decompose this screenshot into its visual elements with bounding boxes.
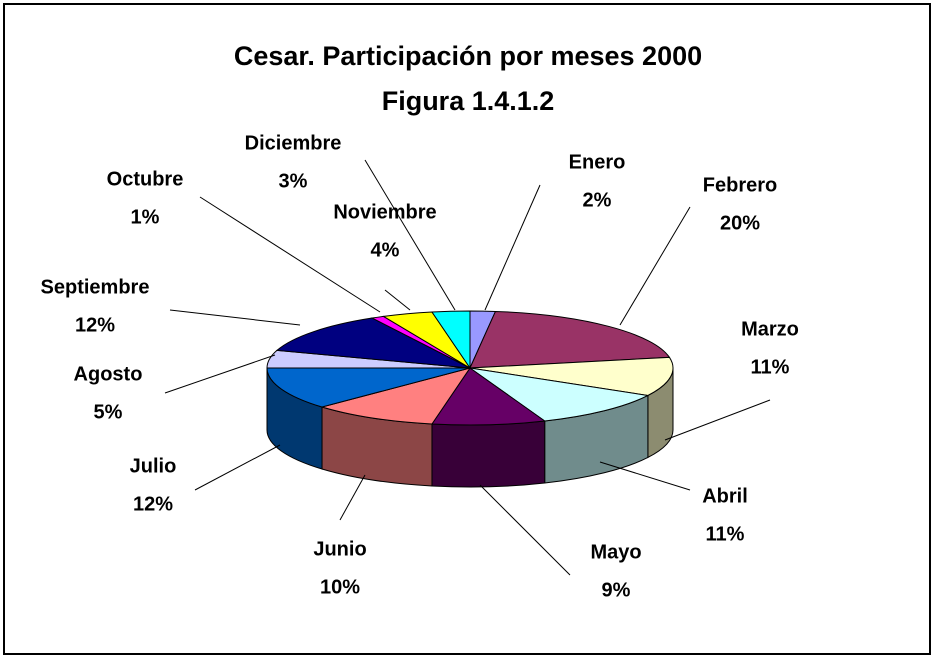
slice: [469, 310, 671, 369]
data-label-name: Marzo: [741, 318, 799, 340]
leader-line: [484, 184, 541, 311]
data-label-name: Mayo: [590, 541, 641, 563]
data-label-value: 10%: [320, 576, 360, 598]
data-label-name: Febrero: [703, 174, 777, 196]
data-label-name: Agosto: [74, 363, 143, 385]
leader-line: [194, 444, 281, 491]
slice: [469, 367, 650, 422]
slice: [275, 317, 471, 369]
data-label-value: 12%: [75, 314, 115, 336]
leader-line: [169, 309, 301, 326]
leader-line: [164, 354, 276, 394]
leader-line: [199, 196, 381, 313]
leader-line: [619, 206, 691, 326]
data-label-name: Junio: [313, 538, 366, 560]
leader-line: [479, 484, 571, 576]
data-label-name: Enero: [569, 151, 626, 173]
data-label-name: Julio: [130, 455, 177, 477]
leader-line: [364, 159, 456, 311]
leader-line: [339, 474, 366, 521]
data-label-value: 11%: [751, 356, 790, 378]
data-label-value: 4%: [371, 239, 400, 261]
data-label-name: Octubre: [107, 168, 184, 190]
data-label-value: 11%: [706, 523, 745, 545]
data-label-value: 2%: [583, 189, 612, 211]
slice: [469, 356, 674, 396]
leader-line: [384, 289, 411, 311]
data-label-value: 1%: [131, 206, 160, 228]
data-label-value: 9%: [602, 579, 631, 601]
data-label-value: 20%: [720, 212, 760, 234]
leader-line: [664, 399, 771, 441]
slice: [266, 367, 471, 408]
slice: [431, 367, 547, 426]
data-label-value: 12%: [133, 493, 173, 515]
pie-sides: [266, 367, 674, 488]
data-label-value: 5%: [94, 401, 123, 423]
leader-line: [599, 461, 691, 491]
slice-side: [431, 420, 546, 488]
data-label-value: 3%: [279, 170, 308, 192]
slice: [320, 367, 472, 425]
data-label-name: Noviembre: [333, 201, 436, 223]
chart-subtitle: Figura 1.4.1.2: [382, 86, 555, 116]
data-label-name: Septiembre: [41, 276, 150, 298]
chart-title: Cesar. Participación por meses 2000: [234, 41, 702, 71]
data-label-name: Abril: [702, 485, 748, 507]
data-label-name: Diciembre: [245, 132, 342, 154]
pie-tops: [266, 310, 674, 426]
slice: [431, 310, 471, 370]
